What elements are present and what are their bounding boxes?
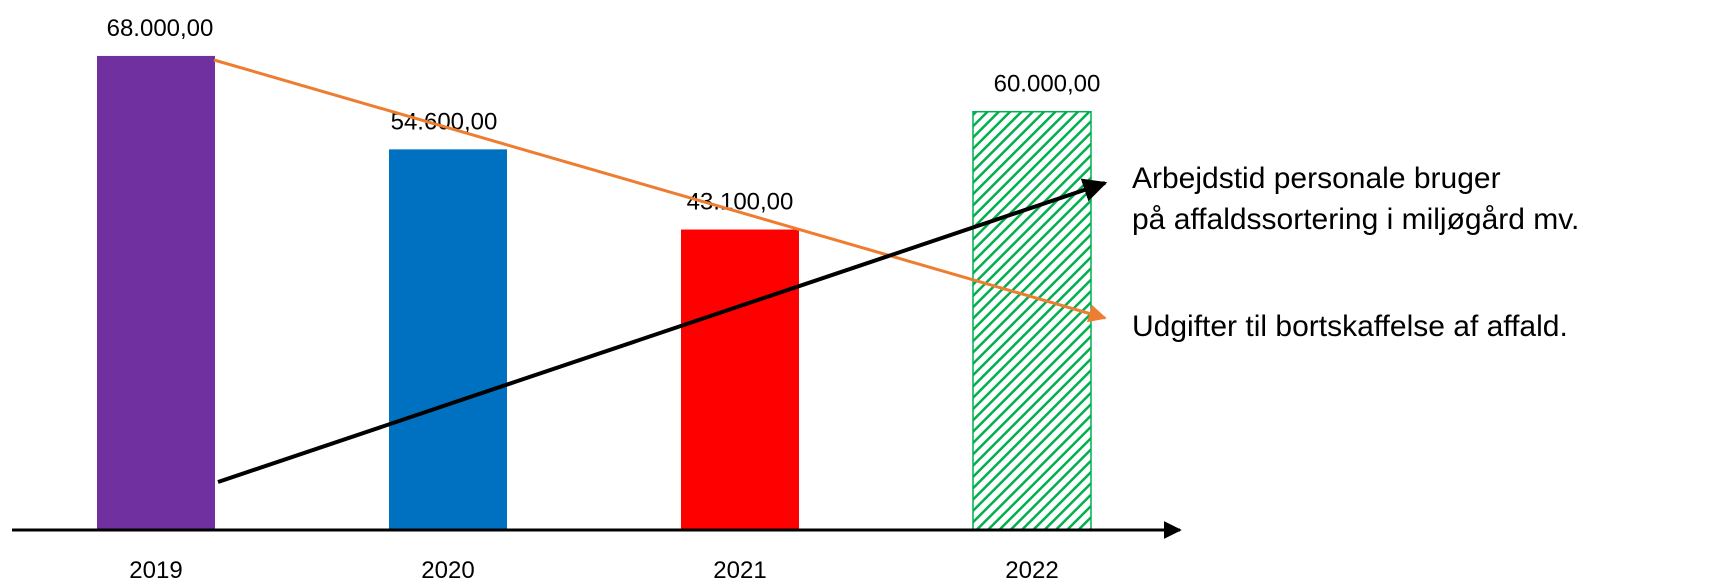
value-label-2019: 68.000,00: [107, 15, 214, 42]
category-label-2022: 2022: [1005, 557, 1058, 584]
category-label-2020: 2020: [421, 557, 474, 584]
value-label-2022: 60.000,00: [994, 71, 1101, 98]
bars-group: [97, 55, 1092, 531]
category-labels-group: 2019 2020 2021 2022: [129, 557, 1058, 584]
bar-2019: [97, 55, 215, 530]
value-label-2020: 54.600,00: [391, 108, 498, 135]
category-label-2021: 2021: [713, 557, 766, 584]
cost-trend-arrow: [213, 58, 1107, 323]
category-label-2019: 2019: [129, 557, 182, 584]
bar-2022: [972, 110, 1092, 531]
cost-annotation: Udgifter til bortskaffelse af affald.: [1132, 310, 1568, 343]
worktime-annotation-line-1: Arbejdstid personale bruger: [1132, 162, 1501, 195]
worktime-trend-arrow: [217, 178, 1108, 484]
bar-2020: [389, 149, 507, 531]
bar-2021: [681, 229, 799, 530]
worktime-annotation-line-2: på affaldssortering i miljøgård mv.: [1132, 203, 1579, 236]
